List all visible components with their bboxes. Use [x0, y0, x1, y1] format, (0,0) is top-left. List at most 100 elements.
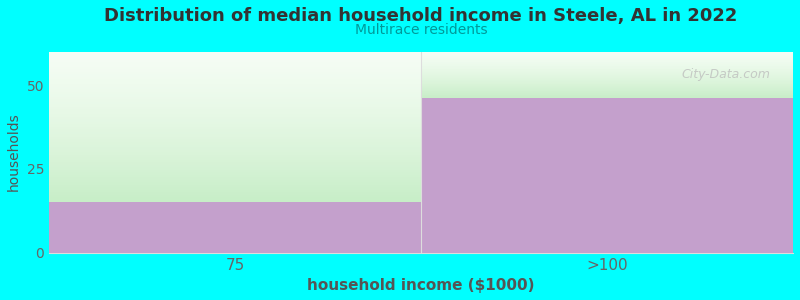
Bar [421, 87, 793, 88]
Bar [49, 84, 421, 87]
Bar [421, 64, 793, 65]
Bar [49, 157, 421, 160]
Bar [421, 89, 793, 90]
Bar [49, 177, 421, 180]
Bar [421, 79, 793, 80]
Bar [49, 147, 421, 150]
Bar [49, 87, 421, 89]
Bar [49, 137, 421, 140]
Bar [49, 56, 421, 59]
Bar [49, 59, 421, 61]
Bar [421, 82, 793, 83]
Bar [421, 63, 793, 64]
Bar [421, 60, 793, 61]
Bar [49, 76, 421, 79]
Bar [49, 109, 421, 112]
Bar [421, 80, 793, 81]
Bar [421, 72, 793, 73]
Bar [421, 53, 793, 54]
Bar [421, 61, 793, 62]
Bar [49, 102, 421, 104]
Bar [421, 98, 793, 253]
X-axis label: household income ($1000): household income ($1000) [307, 278, 534, 293]
Bar [49, 200, 421, 202]
Bar [421, 94, 793, 95]
Bar [49, 190, 421, 192]
Title: Distribution of median household income in Steele, AL in 2022: Distribution of median household income … [104, 7, 738, 25]
Y-axis label: households: households [7, 113, 21, 191]
Bar [421, 54, 793, 55]
Bar [49, 165, 421, 167]
Bar [421, 84, 793, 85]
Bar [421, 83, 793, 84]
Bar [421, 90, 793, 91]
Text: Multirace residents: Multirace residents [354, 23, 487, 38]
Bar [421, 85, 793, 86]
Bar [421, 96, 793, 97]
Bar [421, 71, 793, 72]
Bar [421, 67, 793, 68]
Bar [49, 134, 421, 137]
Bar [49, 82, 421, 84]
Bar [49, 149, 421, 152]
Bar [49, 74, 421, 76]
Bar [421, 55, 793, 56]
Bar [49, 67, 421, 69]
Bar [49, 69, 421, 72]
Bar [49, 182, 421, 185]
Bar [49, 117, 421, 119]
Bar [49, 169, 421, 172]
Bar [49, 97, 421, 99]
Bar [49, 192, 421, 195]
Bar [421, 92, 793, 93]
Bar [421, 70, 793, 71]
Bar [421, 58, 793, 59]
Bar [421, 78, 793, 79]
Bar [49, 154, 421, 157]
Bar [421, 86, 793, 87]
Bar [421, 75, 793, 76]
Bar [49, 94, 421, 97]
Bar [49, 54, 421, 56]
Bar [421, 61, 793, 62]
Bar [421, 52, 793, 53]
Bar [49, 92, 421, 94]
Bar [49, 72, 421, 74]
Bar [421, 91, 793, 92]
Bar [421, 77, 793, 78]
Bar [421, 65, 793, 66]
Bar [49, 79, 421, 82]
Bar [421, 87, 793, 88]
Bar [49, 167, 421, 170]
Text: City-Data.com: City-Data.com [682, 68, 770, 81]
Bar [421, 69, 793, 70]
Bar [49, 162, 421, 165]
Bar [421, 56, 793, 57]
Bar [421, 65, 793, 66]
Bar [49, 114, 421, 117]
Bar [49, 127, 421, 129]
Bar [49, 160, 421, 162]
Bar [49, 132, 421, 134]
Bar [421, 74, 793, 75]
Bar [49, 112, 421, 114]
Bar [421, 68, 793, 69]
Bar [421, 62, 793, 63]
Bar [49, 195, 421, 197]
Bar [49, 119, 421, 122]
Bar [49, 107, 421, 109]
Bar [49, 99, 421, 102]
Bar [49, 197, 421, 200]
Bar [421, 59, 793, 60]
Bar [421, 76, 793, 77]
Bar [421, 95, 793, 96]
Bar [49, 140, 421, 142]
Bar [49, 175, 421, 177]
Bar [49, 129, 421, 132]
Bar [421, 73, 793, 74]
Bar [421, 93, 793, 94]
Bar [49, 145, 421, 147]
Bar [49, 202, 421, 253]
Bar [49, 142, 421, 145]
Bar [49, 187, 421, 190]
